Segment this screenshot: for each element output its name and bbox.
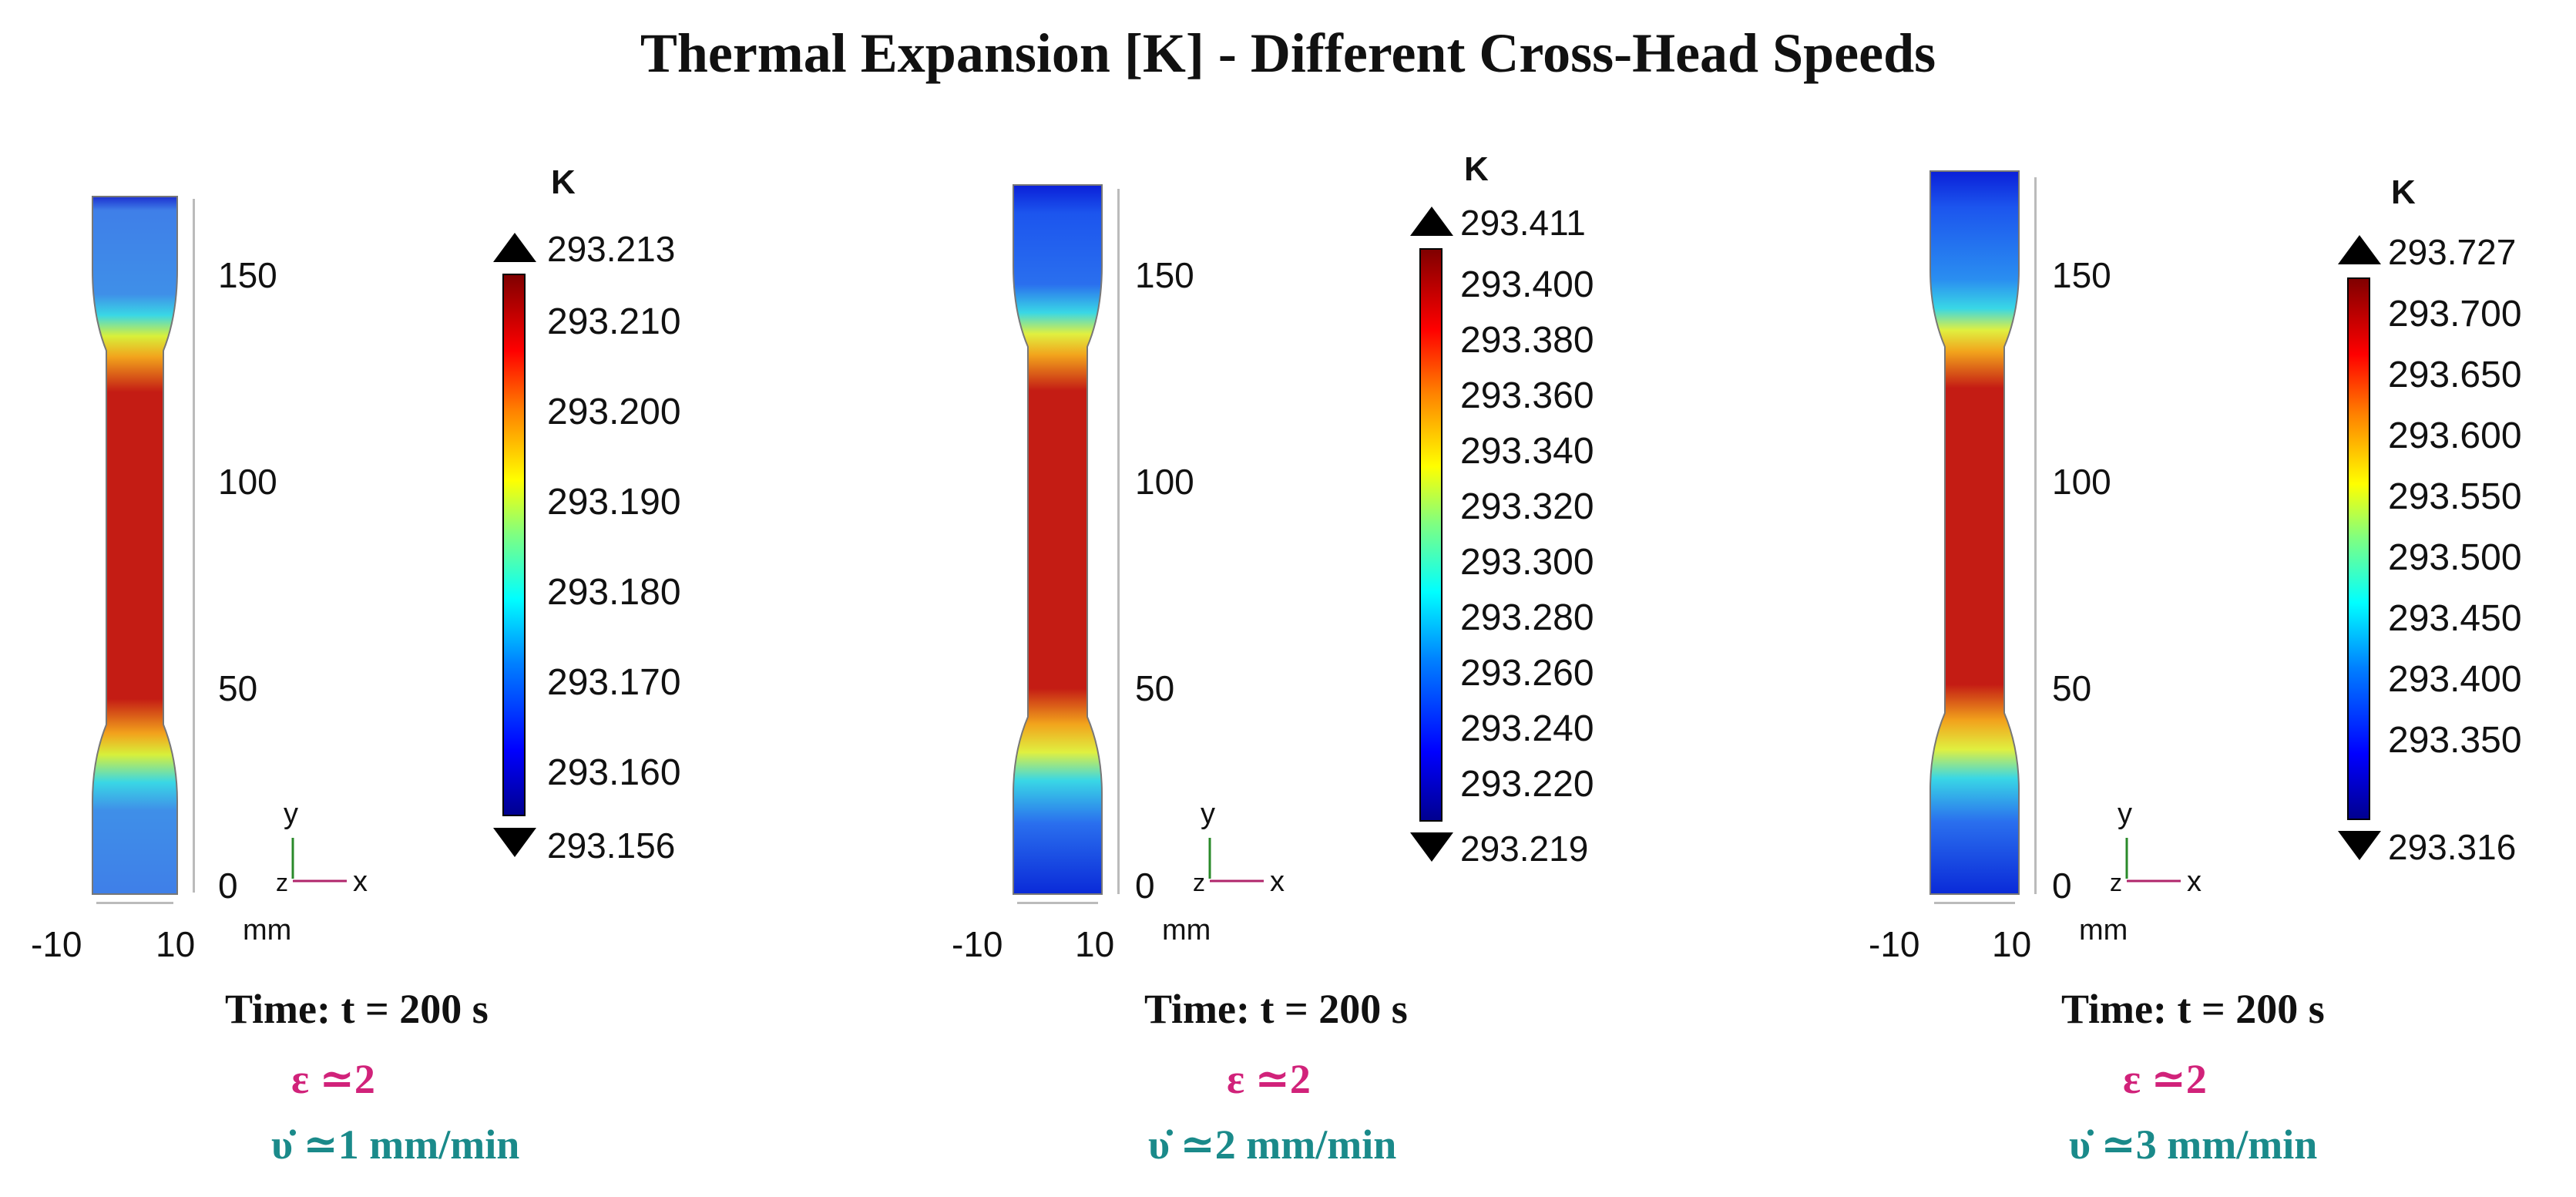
colorbar-min-marker <box>1410 832 1453 862</box>
time-label: Time: t = 200 s <box>225 986 489 1032</box>
colorbar-min-label: 293.316 <box>2388 827 2517 867</box>
y-tick-150: 150 <box>2052 255 2111 295</box>
colorbar-tick: 293.650 <box>2388 355 2522 395</box>
colorbar-unit: K <box>551 163 576 201</box>
triad-z-label: z <box>276 869 288 896</box>
x-tick-min: -10 <box>952 924 1003 964</box>
y-tick-100: 100 <box>2052 462 2111 502</box>
axis-triad: y z x <box>1193 798 1285 898</box>
colorbar-unit: K <box>2391 173 2416 211</box>
y-axis-line <box>2034 177 2037 894</box>
x-unit-label: mm <box>243 914 292 947</box>
time-label: Time: t = 200 s <box>1144 986 1408 1032</box>
y-tick-50: 50 <box>218 668 258 708</box>
colorbar-tick: 293.500 <box>2388 537 2522 578</box>
colorbar-tick: 293.380 <box>1460 320 1594 361</box>
colorbar-max-label: 293.411 <box>1460 203 1586 243</box>
colorbar <box>502 274 526 816</box>
colorbar-min-label: 293.156 <box>547 825 676 866</box>
strain-label: ε ≃2 <box>2123 1056 2207 1102</box>
y-tick-100: 100 <box>218 462 277 502</box>
triad-z-label: z <box>1193 869 1205 896</box>
colorbar-tick: 293.450 <box>2388 598 2522 639</box>
colorbar-min-label: 293.219 <box>1460 829 1589 869</box>
colorbar-tick: 293.400 <box>1460 264 1594 305</box>
colorbar-tick: 293.360 <box>1460 375 1594 416</box>
triad-z-label: z <box>2110 869 2122 896</box>
x-tick-max: 10 <box>156 924 196 964</box>
y-tick-0: 0 <box>2052 866 2072 906</box>
colorbar-tick: 293.260 <box>1460 653 1594 694</box>
triad-y-label: y <box>284 798 298 830</box>
axis-triad: y z x <box>276 798 368 898</box>
colorbar-tick: 293.190 <box>547 482 681 523</box>
x-unit-label: mm <box>2079 914 2128 947</box>
triad-y-label: y <box>1201 798 1215 830</box>
colorbar-tick: 293.300 <box>1460 542 1594 583</box>
x-axis-line <box>1934 902 2015 904</box>
y-tick-50: 50 <box>1135 668 1175 708</box>
x-tick-min: -10 <box>1869 924 1920 964</box>
triad-x-label: x <box>1270 866 1285 898</box>
colorbar-tick: 293.160 <box>547 752 681 793</box>
x-tick-max: 10 <box>1075 924 1115 964</box>
panel-speed-1: 150 100 50 0 -10 10 mm y z x K 293.213 2… <box>0 0 858 1197</box>
colorbar <box>1419 248 1442 822</box>
y-tick-150: 150 <box>1135 255 1194 295</box>
specimen-contour <box>1929 170 2020 895</box>
colorbar-min-marker <box>493 828 536 857</box>
specimen-contour <box>1013 184 1103 895</box>
time-label: Time: t = 200 s <box>2061 986 2325 1032</box>
axis-triad: y z x <box>2110 798 2202 898</box>
y-tick-100: 100 <box>1135 462 1194 502</box>
colorbar-tick: 293.170 <box>547 662 681 703</box>
colorbar-tick: 293.180 <box>547 572 681 613</box>
colorbar-unit: K <box>1464 150 1489 188</box>
colorbar-max-marker <box>1410 207 1453 236</box>
colorbar-tick: 293.700 <box>2388 294 2522 335</box>
x-axis-line <box>96 902 173 904</box>
colorbar-min-marker <box>2338 831 2381 860</box>
colorbar-tick: 293.350 <box>2388 720 2522 761</box>
colorbar <box>2347 277 2370 820</box>
y-tick-0: 0 <box>218 866 238 906</box>
colorbar-tick: 293.600 <box>2388 415 2522 456</box>
triad-x-label: x <box>2187 866 2202 898</box>
colorbar-max-label: 293.727 <box>2388 232 2517 272</box>
strain-label: ε ≃2 <box>1227 1056 1311 1102</box>
crosshead-speed-label: υ̇ ≃2 mm/min <box>1148 1121 1397 1168</box>
crosshead-speed-label: υ̇ ≃1 mm/min <box>271 1121 520 1168</box>
colorbar-tick: 293.240 <box>1460 708 1594 749</box>
strain-label: ε ≃2 <box>291 1056 375 1102</box>
colorbar-tick: 293.280 <box>1460 597 1594 638</box>
figure-title: Thermal Expansion [K] - Different Cross-… <box>640 22 1936 84</box>
colorbar-tick: 293.320 <box>1460 486 1594 527</box>
triad-y-label: y <box>2118 798 2132 830</box>
colorbar-max-marker <box>493 233 536 262</box>
colorbar-max-marker <box>2338 235 2381 264</box>
y-axis-line <box>193 199 195 893</box>
y-axis-line <box>1117 189 1120 894</box>
x-tick-min: -10 <box>31 924 82 964</box>
panel-speed-3: 150 100 50 0 -10 10 mm y z x K 293.727 2… <box>1834 0 2576 1197</box>
colorbar-tick: 293.340 <box>1460 431 1594 472</box>
colorbar-tick: 293.220 <box>1460 764 1594 805</box>
colorbar-tick: 293.400 <box>2388 659 2522 700</box>
y-tick-150: 150 <box>218 255 277 295</box>
x-tick-max: 10 <box>1992 924 2032 964</box>
panel-speed-2: 150 100 50 0 -10 10 mm y z x K 293.411 2… <box>917 0 1775 1197</box>
triad-x-label: x <box>353 866 368 898</box>
y-tick-0: 0 <box>1135 866 1155 906</box>
colorbar-max-label: 293.213 <box>547 229 676 269</box>
x-unit-label: mm <box>1162 914 1211 947</box>
colorbar-tick: 293.200 <box>547 392 681 432</box>
y-tick-50: 50 <box>2052 668 2092 708</box>
x-axis-line <box>1017 902 1098 904</box>
specimen-contour <box>92 196 178 895</box>
colorbar-tick: 293.550 <box>2388 476 2522 517</box>
crosshead-speed-label: υ̇ ≃3 mm/min <box>2069 1121 2318 1168</box>
colorbar-tick: 293.210 <box>547 301 681 342</box>
